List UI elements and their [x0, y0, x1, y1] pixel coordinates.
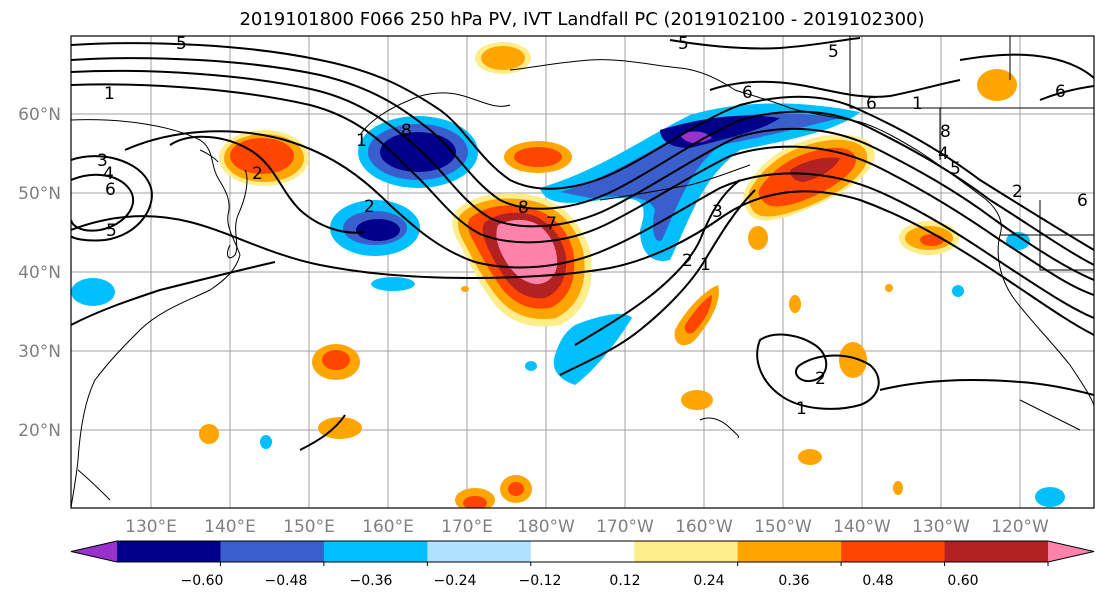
lon-label: 170°E	[441, 517, 493, 537]
colorbar-swatch	[220, 541, 325, 562]
colorbar-tick-labels: −0.60 −0.48 −0.36 −0.24 −0.12 0.12 0.24 …	[181, 573, 979, 589]
contour-label: 3	[712, 202, 723, 222]
map-panel: 5 1 3 4 6 5 2 1 2 8 5 6 6 1 8 5 2 3 7 8 …	[71, 34, 1094, 508]
contour-label: 6	[105, 180, 116, 200]
colorbar-tick-label: −0.60	[181, 573, 224, 589]
colorbar-tick-label: −0.12	[519, 573, 562, 589]
colorbar-tick-label: 0.24	[693, 573, 724, 589]
latitude-labels: 60°N 50°N 40°N 30°N 20°N	[18, 105, 61, 441]
lon-label: 140°W	[833, 517, 891, 537]
contour-label: 5	[950, 159, 961, 179]
colorbar-tick-label: 0.12	[609, 573, 640, 589]
colorbar-tick-label: 0.48	[862, 573, 893, 589]
lon-label: 160°W	[675, 517, 733, 537]
colorbar-tick-label: −0.36	[350, 573, 393, 589]
contour-label: 8	[401, 121, 412, 141]
colorbar	[70, 540, 1095, 566]
lon-label: 140°E	[204, 517, 256, 537]
colorbar-swatch	[737, 541, 842, 562]
contour-label: 8	[518, 198, 529, 218]
colorbar-tick-label: 0.60	[947, 573, 978, 589]
contour-label: 7	[546, 214, 557, 234]
colorbar-tick-label: −0.24	[434, 573, 477, 589]
lon-label: 180°W	[517, 517, 575, 537]
contour-label: 6	[866, 94, 877, 114]
lat-label: 20°N	[18, 421, 61, 441]
contour-label: 2	[815, 369, 826, 389]
lat-label: 40°N	[18, 263, 61, 283]
lon-label: 120°W	[991, 517, 1049, 537]
contour-label: 2	[1012, 182, 1023, 202]
contour-label: 1	[356, 131, 367, 151]
contour-label: 5	[678, 34, 689, 54]
map-title: 2019101800 F066 250 hPa PV, IVT Landfall…	[239, 9, 924, 30]
map-frame	[70, 35, 1095, 509]
colorbar-swatch	[944, 541, 1049, 562]
contour-label: 1	[912, 94, 923, 114]
contour-label: 2	[252, 164, 263, 184]
longitude-labels: 130°E 140°E 150°E 160°E 170°E 180°W 170°…	[125, 517, 1049, 537]
lon-label: 150°E	[283, 517, 335, 537]
contour-label: 5	[176, 34, 187, 54]
colorbar-extend-high	[1048, 541, 1094, 562]
contour-label: 8	[940, 122, 951, 142]
colorbar-swatch	[634, 541, 739, 562]
colorbar-swatch	[323, 541, 428, 562]
lat-label: 60°N	[18, 105, 61, 125]
colorbar-swatch	[841, 541, 946, 562]
pv-contours	[71, 37, 1094, 451]
contour-label: 1	[700, 255, 711, 275]
contour-label: 6	[1055, 82, 1066, 102]
contour-label: 2	[682, 251, 693, 271]
contour-label: 1	[796, 399, 807, 419]
contour-label: 1	[104, 84, 115, 104]
contour-label: 3	[97, 151, 108, 171]
lon-label: 160°E	[362, 517, 414, 537]
lon-label: 170°W	[596, 517, 654, 537]
lat-label: 30°N	[18, 342, 61, 362]
lat-label: 50°N	[18, 184, 61, 204]
lon-label: 130°W	[912, 517, 970, 537]
contour-label: 4	[938, 144, 949, 164]
contour-label: 6	[742, 83, 753, 103]
colorbar-tick-label: −0.48	[265, 573, 308, 589]
lon-label: 150°W	[754, 517, 812, 537]
contour-label-set: 5 1 3 4 6 5 2 1 2 8 5 6 6 1 8 5 2 3 7 8 …	[97, 34, 1088, 419]
colorbar-swatch	[427, 541, 532, 562]
contour-label: 6	[1077, 191, 1088, 211]
contour-label: 5	[828, 42, 839, 62]
colorbar-outline	[70, 540, 1095, 563]
colorbar-tick-label: 0.36	[778, 573, 809, 589]
contour-label: 2	[364, 197, 375, 217]
coastlines	[71, 36, 1094, 508]
colorbar-swatch	[530, 541, 635, 562]
colorbar-swatch	[117, 541, 221, 562]
contour-label: 5	[106, 221, 117, 241]
contour-label: 4	[103, 164, 114, 184]
lon-label: 130°E	[125, 517, 177, 537]
colorbar-extend-low	[71, 541, 117, 562]
